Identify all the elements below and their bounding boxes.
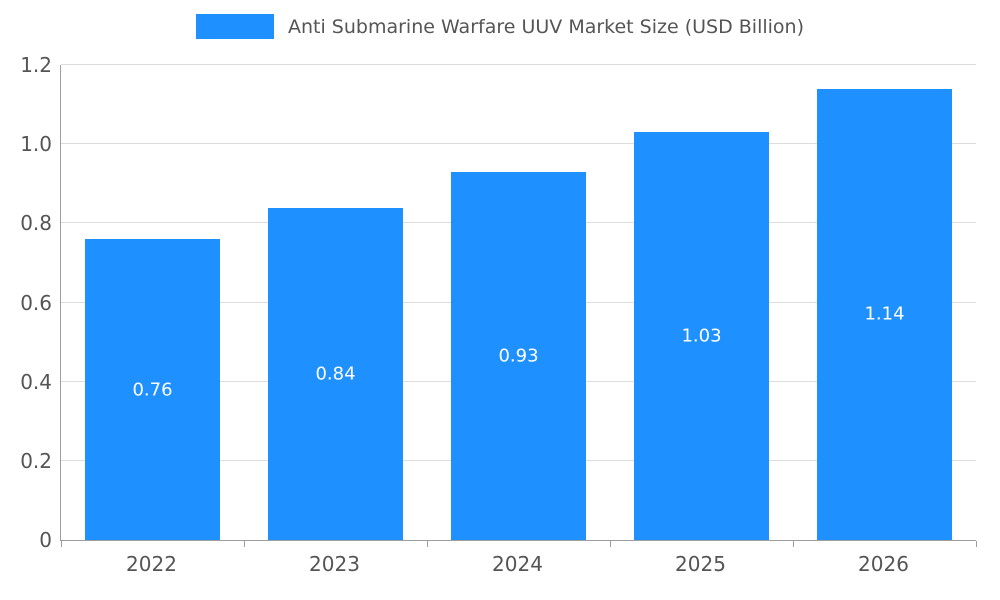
legend-label: Anti Submarine Warfare UUV Market Size (… (288, 15, 804, 38)
bar-value-label: 1.03 (681, 325, 722, 347)
bar-2024[interactable]: 0.93 (450, 171, 587, 540)
x-axis-tick (610, 541, 611, 547)
legend[interactable]: Anti Submarine Warfare UUV Market Size (… (0, 14, 1000, 39)
y-tick-label: 1.0 (20, 132, 52, 157)
bar-band: 0.93 (427, 65, 610, 540)
y-tick-label: 0.4 (20, 369, 52, 394)
bar-band: 1.03 (610, 65, 793, 540)
y-axis: 0 0.2 0.4 0.6 0.8 1.0 1.2 (0, 53, 52, 552)
bar-2026[interactable]: 1.14 (816, 88, 953, 540)
bar-value-label: 0.93 (498, 345, 539, 367)
plot-area: 0.76 0.84 0.93 1.03 1.14 (60, 64, 977, 547)
gridline (61, 64, 976, 65)
bar-band: 0.76 (61, 65, 244, 540)
x-tick-label: 2025 (675, 552, 726, 576)
gridline (61, 143, 976, 145)
y-tick-label: 0 (39, 528, 52, 552)
bar-value-label: 1.14 (864, 303, 905, 325)
x-tick-label: 2022 (126, 552, 177, 576)
x-axis-tick (244, 541, 245, 547)
bar-band: 1.14 (793, 65, 976, 540)
x-axis-tick (427, 541, 428, 547)
bar-band: 0.84 (244, 65, 427, 540)
x-axis-tick (976, 541, 977, 547)
x-tick-label: 2024 (492, 552, 543, 576)
bar-value-label: 0.84 (315, 363, 356, 385)
legend-swatch-icon (196, 14, 274, 39)
bar-value-label: 0.76 (132, 379, 173, 401)
y-tick-label: 1.2 (20, 53, 52, 77)
x-tick-label: 2026 (858, 552, 909, 576)
y-tick-label: 0.8 (20, 211, 52, 236)
x-axis-tick (793, 541, 794, 547)
bars-container: 0.76 0.84 0.93 1.03 1.14 (61, 65, 976, 540)
x-axis: 2022 2023 2024 2025 2026 (60, 552, 975, 576)
bar-2023[interactable]: 0.84 (267, 207, 404, 540)
y-tick-label: 0.2 (20, 448, 52, 473)
x-axis-tick (61, 541, 62, 547)
bar-2025[interactable]: 1.03 (633, 132, 770, 540)
bar-2022[interactable]: 0.76 (84, 239, 221, 540)
y-tick-label: 0.6 (20, 290, 52, 315)
x-tick-label: 2023 (309, 552, 360, 576)
